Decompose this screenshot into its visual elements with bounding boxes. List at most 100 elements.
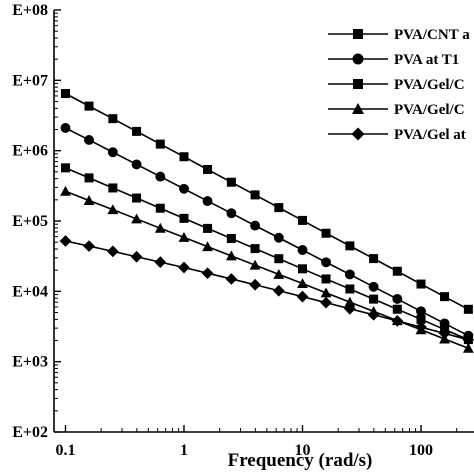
series-line	[65, 190, 469, 350]
data-point	[179, 183, 189, 194]
legend-marker	[352, 53, 364, 65]
series-5	[59, 235, 474, 346]
data-point	[178, 261, 190, 274]
data-point	[345, 284, 355, 294]
data-point	[274, 203, 284, 213]
y-tick-label: E+05	[12, 213, 48, 230]
data-point	[154, 222, 166, 233]
y-tick-label: E+02	[12, 424, 48, 441]
data-point	[296, 290, 309, 303]
data-point	[345, 241, 355, 251]
x-axis-title: Frequency (rad/s)	[228, 450, 373, 471]
y-tick-label: E+04	[12, 283, 48, 300]
y-axis-ticks: E+02 E+03 E+04 E+05 E+06 E+07 E+08	[12, 2, 61, 441]
legend-marker	[351, 127, 365, 141]
data-point	[392, 293, 403, 304]
series-layer	[59, 88, 474, 353]
data-point	[321, 257, 331, 268]
series-line	[65, 127, 469, 337]
data-point	[60, 123, 71, 133]
data-point	[107, 204, 119, 215]
series-4	[60, 185, 474, 353]
data-point	[250, 220, 261, 231]
x-tick-label: 100	[409, 442, 433, 459]
data-point	[60, 88, 70, 98]
data-point	[249, 259, 261, 270]
data-point	[179, 213, 189, 223]
data-point	[391, 315, 404, 327]
data-point	[155, 203, 165, 213]
legend-marker	[353, 79, 363, 89]
data-point	[130, 250, 143, 263]
plot-area	[53, 10, 474, 433]
data-point	[107, 147, 118, 158]
data-point	[179, 152, 189, 162]
data-point	[84, 173, 94, 183]
data-point	[392, 304, 402, 314]
data-point	[416, 314, 426, 324]
data-point	[367, 308, 380, 321]
data-point	[392, 266, 402, 276]
series-1	[60, 88, 473, 314]
data-point	[132, 126, 142, 136]
data-point	[297, 245, 308, 255]
legend-label: PVA at T1	[394, 52, 459, 68]
data-point	[321, 228, 331, 238]
data-point	[416, 306, 426, 317]
data-point	[60, 163, 70, 173]
data-point	[416, 279, 426, 289]
data-point	[249, 278, 261, 291]
data-point	[438, 327, 451, 340]
data-point	[131, 159, 142, 170]
data-point	[344, 296, 356, 307]
x-tick-label: 10	[295, 442, 311, 459]
legend-label: PVA/Gel/C	[394, 77, 465, 93]
data-point	[273, 232, 284, 243]
data-point	[321, 274, 331, 284]
data-point	[463, 304, 473, 314]
data-point	[132, 193, 142, 203]
legend-item: PVA at T1	[328, 52, 459, 68]
data-point	[369, 294, 379, 304]
data-point	[83, 195, 95, 205]
data-point	[297, 278, 308, 289]
data-point	[84, 135, 94, 145]
data-point	[226, 177, 236, 187]
data-point	[250, 190, 260, 200]
legend-item: PVA/Gel/C	[328, 77, 465, 93]
data-point	[320, 287, 332, 298]
data-point	[226, 208, 237, 219]
data-point	[225, 273, 238, 285]
data-point	[201, 267, 214, 280]
legend-label: PVA/Gel/C	[394, 102, 465, 118]
data-point	[59, 235, 72, 247]
data-point	[368, 281, 379, 292]
x-axis-ticks: 0.1 1 10 100	[55, 425, 458, 459]
data-point	[154, 256, 167, 268]
data-point	[440, 292, 450, 302]
series-line	[65, 92, 469, 311]
data-point	[203, 223, 213, 233]
data-point	[202, 241, 213, 252]
legend-marker	[353, 29, 363, 39]
data-point	[273, 269, 285, 279]
data-point	[178, 232, 190, 242]
data-point	[155, 139, 165, 149]
data-point	[131, 213, 142, 224]
legend-item: PVA/Gel at	[328, 127, 466, 143]
data-point	[155, 171, 166, 182]
data-point	[415, 321, 427, 333]
data-point	[203, 164, 213, 174]
y-tick-label: E+07	[12, 72, 48, 89]
data-point	[108, 183, 118, 193]
data-point	[250, 244, 260, 254]
data-point	[274, 254, 284, 264]
data-point	[369, 254, 379, 264]
legend-label: PVA/CNT a	[394, 27, 470, 43]
data-point	[344, 302, 356, 315]
y-tick-label: E+03	[12, 354, 48, 371]
data-point	[462, 342, 474, 353]
data-point	[226, 233, 236, 243]
data-point	[225, 250, 237, 261]
